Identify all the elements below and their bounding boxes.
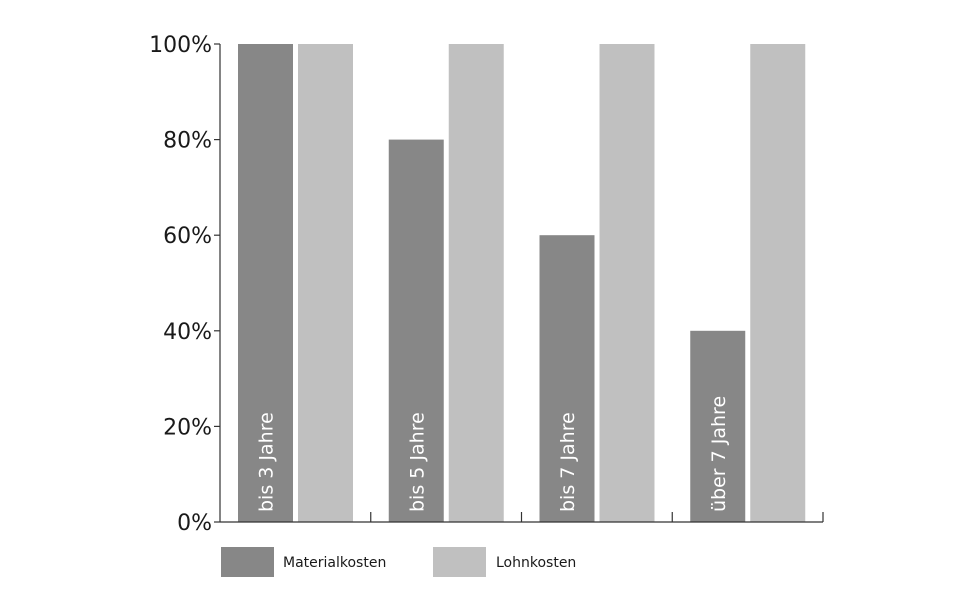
- legend-swatch-lohnkosten: [433, 547, 486, 577]
- y-tick-label-60: 60%: [163, 224, 212, 249]
- y-tick-label-40: 40%: [163, 320, 212, 345]
- legend-swatch-materialkosten: [221, 547, 274, 577]
- bar-materialkosten-1: [238, 44, 293, 522]
- category-labels-group: bis 3 Jahre bis 5 Jahre bis 7 Jahre über 7 …: [256, 396, 730, 512]
- legend: Materialkosten Lohnkosten: [221, 547, 576, 577]
- bars-group: [238, 44, 806, 522]
- y-tick-label-20: 20%: [163, 415, 212, 440]
- y-tick-label-100: 100%: [149, 33, 212, 58]
- category-label-3: bis 7 Jahre: [557, 412, 579, 512]
- category-label-4: über 7 Jahre: [708, 396, 730, 512]
- bar-materialkosten-3: [539, 235, 595, 522]
- bar-lohnkosten-4: [750, 44, 806, 522]
- category-label-1: bis 3 Jahre: [256, 412, 278, 512]
- legend-label-lohnkosten: Lohnkosten: [496, 555, 576, 571]
- bar-materialkosten-4: [690, 330, 746, 522]
- bar-lohnkosten-3: [599, 44, 655, 522]
- bar-lohnkosten-1: [298, 44, 353, 522]
- y-tick-label-0: 0%: [177, 511, 212, 536]
- legend-label-materialkosten: Materialkosten: [283, 555, 386, 571]
- bar-materialkosten-2: [388, 139, 444, 522]
- y-tick-label-80: 80%: [163, 129, 212, 154]
- axes-group: 0% 20% 40% 60% 80% 100%: [149, 33, 824, 536]
- bar-lohnkosten-2: [448, 44, 504, 522]
- category-label-2: bis 5 Jahre: [406, 412, 428, 512]
